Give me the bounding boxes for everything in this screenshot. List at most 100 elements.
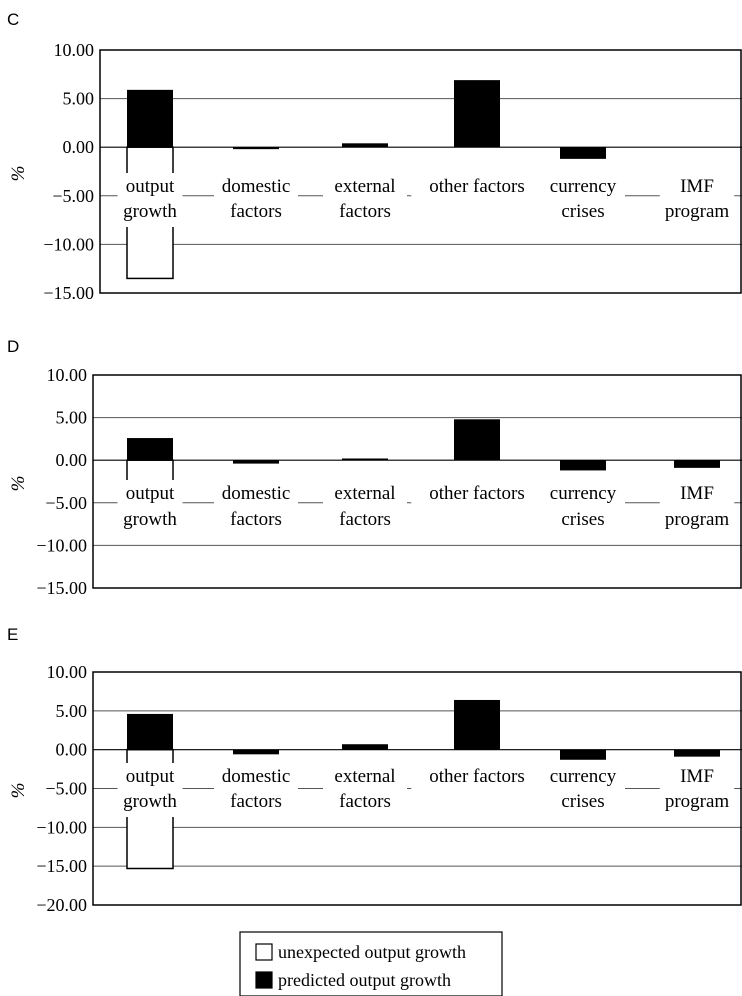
category-label-line: other factors: [429, 176, 524, 197]
y-tick-label: 5.00: [56, 408, 88, 428]
category-label-line: factors: [339, 509, 391, 530]
category-label-bg: [411, 173, 543, 202]
y-tick-label: −10.00: [43, 234, 94, 254]
panel-letter: D: [7, 337, 19, 356]
y-tick-label: 0.00: [56, 450, 88, 470]
category-label: output growth: [117, 173, 183, 227]
panel-letter: C: [7, 10, 19, 29]
category-label-line: factors: [339, 791, 391, 812]
category-label-line: factors: [230, 791, 282, 812]
y-axis-label: %: [8, 783, 29, 799]
category-label-line: currency: [550, 483, 617, 504]
y-axis-label: %: [8, 166, 29, 182]
category-label-line: output: [126, 766, 175, 787]
category-label-line: other factors: [429, 483, 524, 504]
y-tick-label: 5.00: [63, 89, 95, 109]
category-label-line: program: [665, 201, 730, 222]
category-label-bg: [117, 480, 183, 536]
category-label: external factors: [323, 173, 407, 227]
category-label: output growth: [117, 763, 183, 817]
y-tick-label: 10.00: [47, 365, 88, 385]
bar-predicted: [233, 749, 279, 755]
panel-letter: E: [7, 625, 18, 644]
legend: unexpected output growth predicted output…: [239, 931, 503, 996]
category-label-line: output: [126, 176, 175, 197]
legend-swatch: [255, 943, 273, 961]
plot-frame: [99, 49, 742, 294]
category-label: domestic factors: [214, 763, 298, 817]
category-label-bg: [214, 763, 298, 817]
category-label-bg: [214, 480, 298, 536]
y-tick-label: 0.00: [56, 740, 88, 760]
legend-label: unexpected output growth: [278, 942, 466, 962]
category-label-line: domestic: [222, 176, 291, 197]
category-label-line: growth: [123, 509, 177, 530]
category-label-line: IMF: [680, 176, 714, 197]
y-axis-label: %: [8, 476, 29, 492]
bar-predicted: [342, 458, 388, 461]
y-tick-label: 5.00: [56, 701, 88, 721]
category-label-bg: [659, 480, 735, 536]
plot-frame: [92, 671, 742, 906]
plot-frame: [92, 374, 742, 589]
bar-predicted: [560, 460, 606, 471]
y-tick-label: −10.00: [36, 817, 87, 837]
category-label-bg: [323, 480, 407, 536]
bar-predicted: [342, 143, 388, 148]
category-label-line: growth: [123, 791, 177, 812]
bar-predicted: [674, 460, 720, 468]
category-label-line: factors: [339, 201, 391, 222]
bar-predicted: [233, 460, 279, 464]
y-tick-label: 0.00: [63, 137, 95, 157]
category-label-bg: [117, 763, 183, 817]
category-label-line: external: [334, 766, 395, 787]
category-label-bg: [214, 173, 298, 227]
category-label: IMF program: [659, 763, 735, 817]
bar-predicted: [127, 438, 173, 461]
category-label: other factors: [411, 173, 543, 202]
bar-predicted: [560, 749, 606, 760]
category-label-line: external: [334, 483, 395, 504]
bar-predicted: [342, 744, 388, 750]
bar-predicted: [560, 147, 606, 159]
bar-predicted: [674, 749, 720, 757]
category-label-bg: [541, 763, 625, 817]
category-label-line: IMF: [680, 766, 714, 787]
bar-predicted: [233, 147, 279, 150]
bar-predicted: [127, 89, 173, 148]
category-label: external factors: [323, 763, 407, 817]
bar-predicted: [454, 419, 500, 461]
bar-predicted: [454, 80, 500, 148]
category-label-bg: [117, 173, 183, 227]
category-label: currency crises: [541, 173, 625, 227]
category-label: external factors: [323, 480, 407, 536]
category-label-bg: [323, 173, 407, 227]
y-tick-label: −15.00: [36, 856, 87, 876]
y-tick-label: 10.00: [47, 662, 88, 682]
category-label-bg: [323, 763, 407, 817]
y-tick-label: −15.00: [43, 283, 94, 303]
category-label-line: crises: [561, 791, 604, 812]
category-label-bg: [411, 763, 543, 792]
category-label-line: output: [126, 483, 175, 504]
category-label-line: IMF: [680, 483, 714, 504]
y-tick-label: −20.00: [36, 895, 87, 915]
category-label-line: crises: [561, 509, 604, 530]
category-label-line: currency: [550, 766, 617, 787]
category-label-bg: [541, 173, 625, 227]
category-label: currency crises: [541, 763, 625, 817]
category-label-line: external: [334, 176, 395, 197]
category-label: output growth: [117, 480, 183, 536]
y-tick-label: −10.00: [36, 535, 87, 555]
y-tick-label: 10.00: [54, 40, 95, 60]
category-label-bg: [659, 763, 735, 817]
category-label: IMF program: [659, 173, 735, 227]
category-label-line: other factors: [429, 766, 524, 787]
legend-label: predicted output growth: [278, 970, 451, 990]
category-label-line: program: [665, 791, 730, 812]
y-tick-label: −5.00: [45, 493, 87, 513]
